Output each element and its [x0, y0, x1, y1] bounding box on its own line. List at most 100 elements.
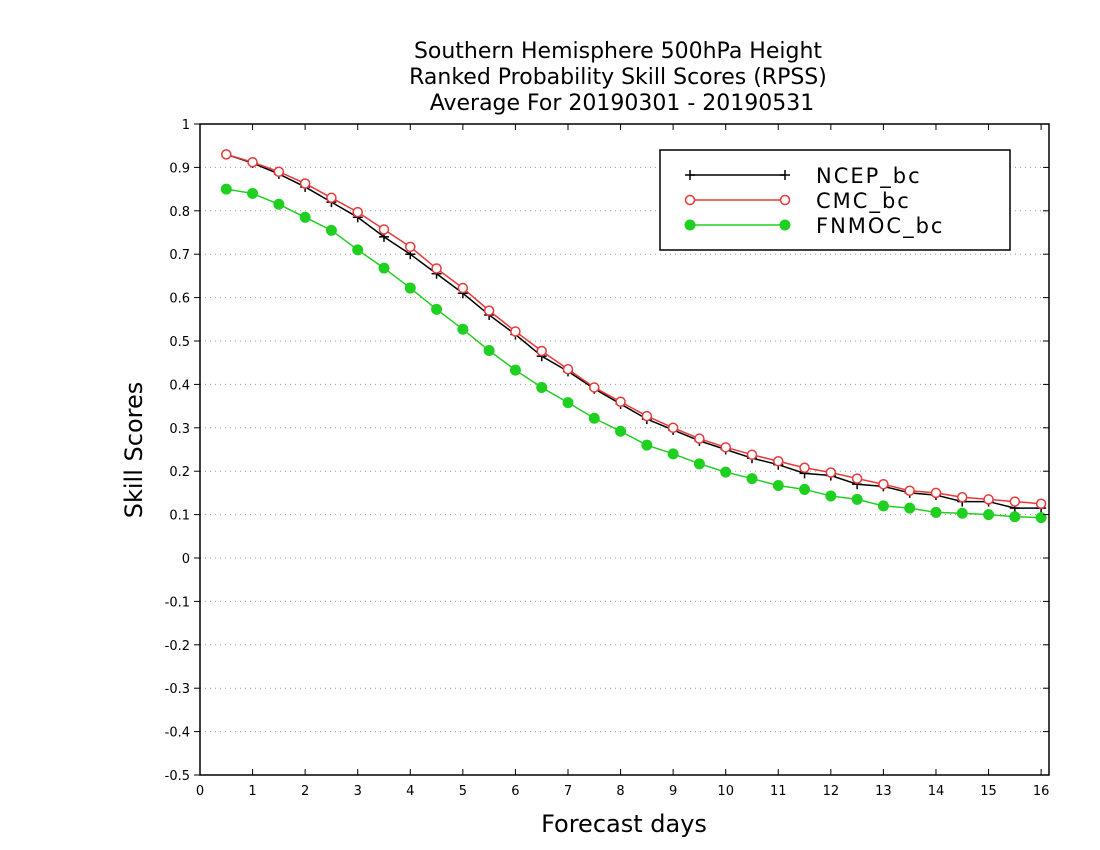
x-tick-label: 3: [354, 784, 362, 799]
y-tick-label: 0.6: [169, 292, 190, 307]
data-point-fnmoc-bc: [457, 323, 469, 335]
x-tick-label: 6: [511, 784, 519, 799]
x-tick-label: 8: [616, 784, 624, 799]
y-tick-label: 0.9: [169, 161, 190, 176]
x-tick-label: 4: [406, 784, 414, 799]
legend-label: NCEP_bc: [816, 164, 922, 189]
data-point-fnmoc-bc: [1035, 512, 1047, 524]
x-tick-label: 11: [770, 784, 787, 799]
data-point-fnmoc-bc: [693, 458, 705, 470]
data-point-fnmoc-bc: [615, 425, 627, 437]
grid: [200, 166, 1049, 733]
data-point-cmc-bc: [851, 473, 863, 484]
y-tick-label: 1: [182, 118, 190, 133]
y-tick-label: -0.2: [165, 639, 190, 654]
data-point-cmc-bc: [641, 410, 653, 422]
data-point-cmc-bc: [878, 478, 889, 490]
data-point-fnmoc-bc: [562, 397, 574, 409]
x-tick-label: 9: [669, 784, 677, 799]
data-point-cmc-bc: [746, 449, 758, 460]
series-cmc-bc: [221, 149, 1047, 509]
y-axis-label: Skill Scores: [120, 382, 148, 519]
data-point-cmc-bc: [983, 494, 994, 505]
x-tick-label: 15: [980, 784, 997, 799]
data-point-fnmoc-bc: [378, 262, 390, 274]
legend-item-fnmoc-bc: FNMOC_bc: [684, 214, 944, 239]
x-tick-label: 2: [301, 784, 309, 799]
data-point-cmc-bc: [562, 363, 574, 375]
data-point-fnmoc-bc: [431, 303, 443, 315]
chart-title-line-1: Southern Hemisphere 500hPa Height: [414, 39, 822, 64]
data-point-cmc-bc: [457, 282, 469, 294]
x-tick-label: 14: [928, 784, 945, 799]
x-tick-label: 5: [459, 784, 467, 799]
data-point-fnmoc-bc: [956, 507, 968, 519]
data-point-cmc-bc: [825, 467, 837, 478]
data-point-fnmoc-bc: [352, 244, 364, 256]
data-point-cmc-bc: [536, 345, 547, 357]
data-point-cmc-bc: [431, 263, 442, 274]
legend-marker: [779, 194, 791, 206]
data-point-cmc-bc: [1035, 498, 1047, 509]
legend-label: FNMOC_bc: [816, 214, 944, 239]
data-point-fnmoc-bc: [667, 448, 679, 460]
legend-marker: [685, 170, 695, 180]
x-tick-label: 1: [248, 784, 256, 799]
y-tick-label: 0.8: [169, 205, 190, 220]
data-point-cmc-bc: [667, 422, 679, 434]
data-point-cmc-bc: [799, 462, 810, 473]
x-tick-label: 7: [564, 784, 572, 799]
data-point-cmc-bc: [957, 491, 968, 503]
data-point-cmc-bc: [483, 305, 495, 316]
series-fnmoc-bc: [220, 183, 1047, 524]
chart-title-line-2: Ranked Probability Skill Scores (RPSS): [409, 65, 827, 90]
data-point-fnmoc-bc: [588, 412, 600, 424]
data-point-fnmoc-bc: [720, 466, 732, 478]
y-tick-label: 0.7: [169, 248, 190, 263]
data-point-fnmoc-bc: [641, 439, 653, 451]
x-tick-label: 12: [823, 784, 840, 799]
data-point-fnmoc-bc: [1009, 511, 1021, 523]
legend-marker: [780, 170, 790, 180]
data-point-fnmoc-bc: [220, 183, 232, 195]
data-point-cmc-bc: [299, 178, 311, 189]
legend-marker: [684, 219, 696, 231]
data-point-cmc-bc: [930, 487, 942, 499]
y-axis: -0.5 -0.4 -0.3 -0.2 -0.1 0 0.1 0.2 0.3 0.4 0.5 0.6 0…: [165, 118, 1049, 784]
data-point-cmc-bc: [694, 433, 705, 444]
y-tick-label: -0.5: [165, 769, 190, 784]
legend-marker: [779, 219, 791, 231]
data-point-fnmoc-bc: [509, 364, 521, 376]
data-point-fnmoc-bc: [983, 509, 995, 521]
y-tick-label: 0.4: [169, 378, 190, 393]
y-tick-label: -0.3: [165, 682, 190, 697]
data-point-cmc-bc: [510, 326, 521, 337]
legend-marker: [684, 194, 696, 206]
data-point-cmc-bc: [221, 149, 232, 160]
y-tick-label: 0.2: [169, 465, 190, 480]
data-point-cmc-bc: [589, 382, 600, 393]
data-point-fnmoc-bc: [930, 506, 942, 518]
data-point-fnmoc-bc: [273, 198, 285, 210]
data-point-cmc-bc: [615, 396, 626, 408]
chart-title: Southern Hemisphere 500hPa Height Ranked…: [409, 39, 827, 116]
y-tick-label: -0.1: [165, 595, 190, 610]
data-point-fnmoc-bc: [247, 187, 259, 199]
data-point-fnmoc-bc: [536, 381, 548, 393]
data-point-cmc-bc: [773, 455, 784, 467]
data-point-fnmoc-bc: [483, 345, 495, 357]
data-point-fnmoc-bc: [825, 490, 837, 502]
x-tick-label: 16: [1033, 784, 1050, 799]
data-point-cmc-bc: [1009, 496, 1021, 507]
data-point-cmc-bc: [326, 192, 337, 204]
chart-title-line-3: Average For 20190301 - 20190531: [430, 91, 815, 116]
y-tick-label: -0.4: [165, 726, 190, 741]
data-point-fnmoc-bc: [325, 224, 337, 236]
data-point-cmc-bc: [273, 166, 285, 177]
x-axis: 0 1 2 3 4 5 6 7 8 9 10 11 12 13 14 15 16: [196, 124, 1050, 799]
x-tick-label: 0: [196, 784, 204, 799]
legend-label: CMC_bc: [816, 189, 911, 214]
x-tick-label: 13: [875, 784, 892, 799]
y-tick-label: 0.5: [169, 335, 190, 350]
